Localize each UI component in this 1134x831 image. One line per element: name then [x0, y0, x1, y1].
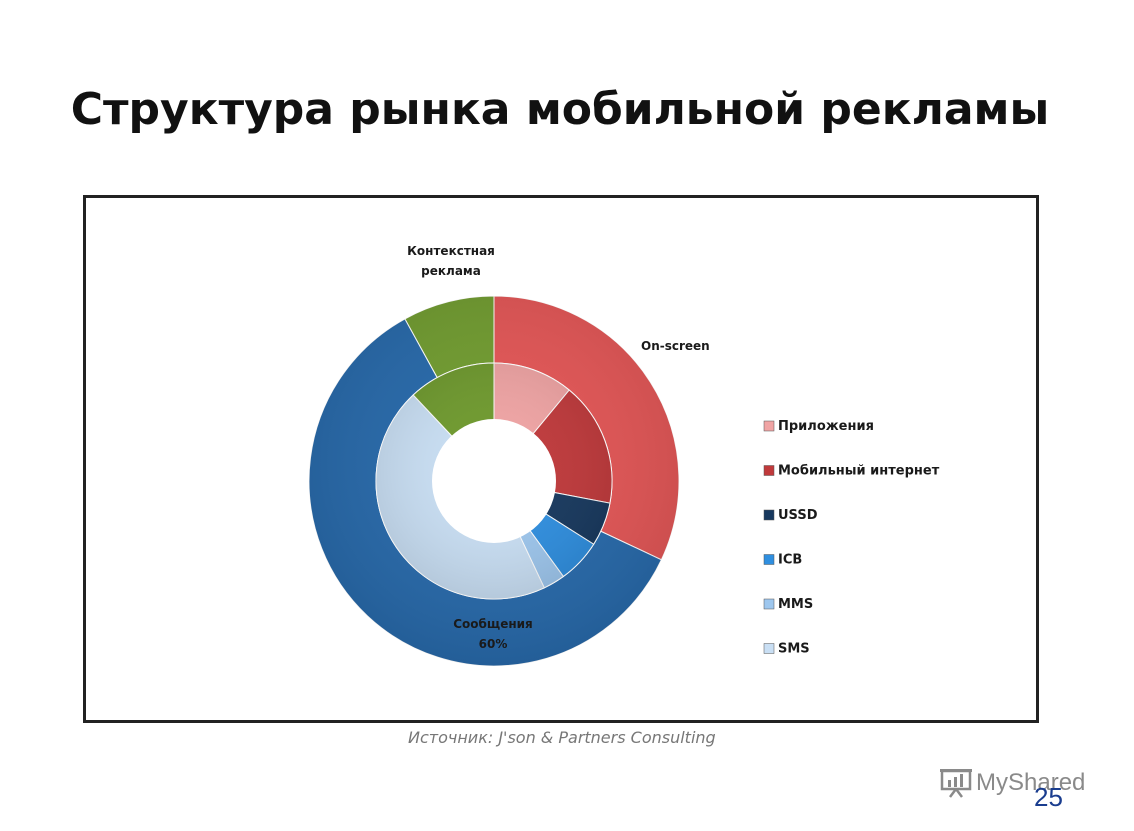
presentation-icon	[940, 769, 972, 798]
outer-ring	[308, 295, 680, 667]
legend-swatch-sms	[763, 643, 775, 654]
slide-title: Структура рынка мобильной рекламы	[70, 84, 1050, 135]
legend-label-sms: SMS	[778, 642, 810, 657]
inner-ring-shading	[375, 363, 612, 599]
label-messages-line1: Сообщения	[453, 617, 532, 631]
source-note: Источник: J'son & Partners Consulting	[408, 728, 716, 747]
donut-hole	[432, 419, 556, 543]
legend-label-мобильный-интернет: Мобильный интернет	[778, 464, 940, 479]
inner-ring	[375, 362, 613, 600]
watermark: MyShared	[940, 768, 1085, 798]
donut-chart: Контекстная реклама On-screen Сообщения …	[308, 244, 940, 667]
legend-label-ussd: USSD	[778, 508, 818, 523]
label-messages-line2: 60%	[479, 637, 508, 651]
legend-label-icb: ICB	[778, 553, 802, 568]
legend-swatch-icb	[763, 554, 775, 565]
label-onscreen: On-screen	[641, 339, 710, 353]
legend-swatch-мобильный-интернет	[763, 465, 775, 476]
chart-legend: Приложения Мобильный интернет USSD ICB MMS SM…	[763, 419, 940, 657]
legend-label-mms: MMS	[778, 597, 813, 612]
legend-swatch-mms	[763, 598, 775, 610]
legend-swatch-ussd	[763, 509, 775, 521]
page-number: 25	[1034, 782, 1063, 812]
label-context-line2: реклама	[421, 264, 481, 278]
watermark-text: MyShared	[976, 769, 1086, 796]
chart-frame: Контекстная реклама On-screen Сообщения …	[83, 195, 1039, 723]
legend-label-приложения: Приложения	[778, 419, 874, 434]
label-context-line1: Контекстная	[407, 244, 495, 258]
legend-swatch-приложения	[763, 420, 775, 432]
outer-ring-shading	[308, 296, 679, 666]
